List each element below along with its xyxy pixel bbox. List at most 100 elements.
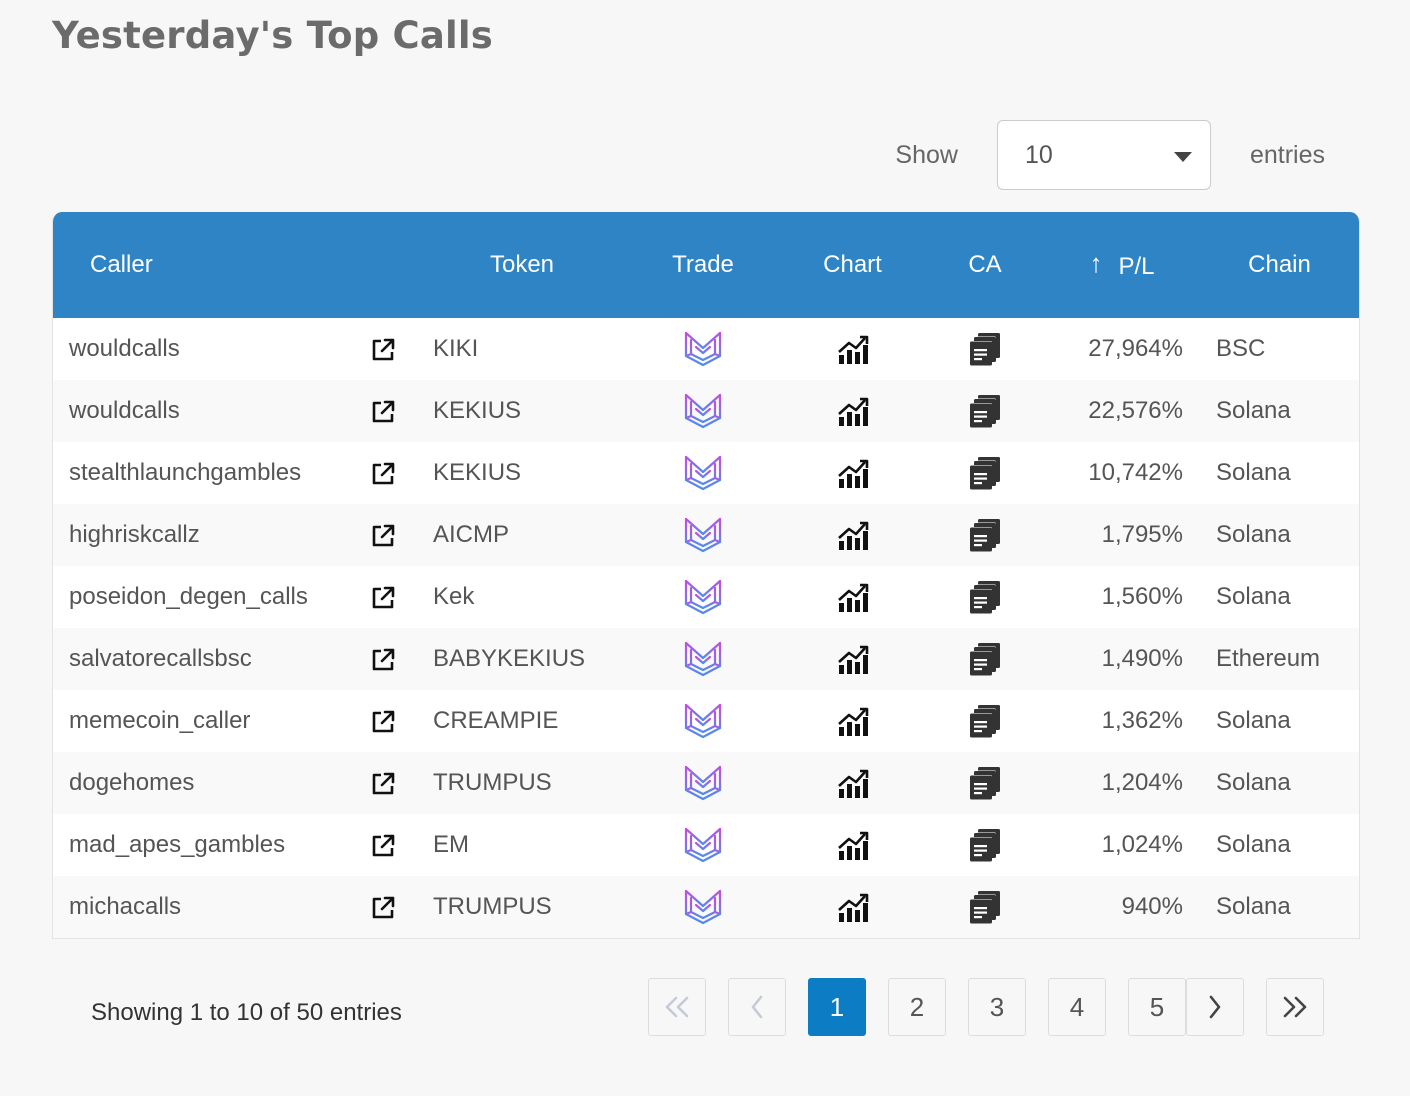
caller-name[interactable]: stealthlaunchgambles: [69, 459, 302, 486]
table-header-row: Caller Token Trade Chart CA ↑ P/L Chain: [53, 212, 1359, 318]
page-button-4[interactable]: 4: [1048, 978, 1106, 1036]
token-name: Kek: [433, 583, 475, 610]
pl-value: 1,204%: [1101, 769, 1183, 796]
chain-name: Solana: [1216, 769, 1291, 796]
chart-icon[interactable]: [836, 829, 870, 861]
copy-icon[interactable]: [968, 704, 1002, 738]
chevron-right-icon: [1209, 995, 1221, 1019]
external-link-icon[interactable]: [370, 461, 396, 487]
trade-logo-icon[interactable]: [683, 330, 723, 368]
header-pl[interactable]: ↑ P/L: [1044, 212, 1200, 318]
external-link-icon[interactable]: [370, 647, 396, 673]
table-row: salvatorecallsbsc BABYKEKIUS 1,490% Ethereu…: [53, 628, 1359, 690]
show-label: Show: [895, 140, 958, 169]
chart-icon[interactable]: [836, 457, 870, 489]
header-chart[interactable]: Chart: [823, 251, 882, 278]
trade-logo-icon[interactable]: [683, 516, 723, 554]
chart-icon[interactable]: [836, 333, 870, 365]
caller-name[interactable]: poseidon_degen_calls: [69, 583, 308, 610]
trade-logo-icon[interactable]: [683, 826, 723, 864]
chevron-left-icon: [751, 995, 763, 1019]
trade-logo-icon[interactable]: [683, 764, 723, 802]
table-row: dogehomes TRUMPUS 1,204% Solana: [53, 752, 1359, 814]
chart-icon[interactable]: [836, 395, 870, 427]
token-name: TRUMPUS: [433, 769, 552, 796]
external-link-icon[interactable]: [370, 709, 396, 735]
header-trade[interactable]: Trade: [672, 251, 734, 278]
pl-value: 22,576%: [1088, 397, 1183, 424]
copy-icon[interactable]: [968, 394, 1002, 428]
external-link-icon[interactable]: [370, 771, 396, 797]
entries-per-page-select[interactable]: 10: [996, 120, 1211, 190]
chart-icon[interactable]: [836, 519, 870, 551]
first-page-button[interactable]: [648, 978, 706, 1036]
trade-logo-icon[interactable]: [683, 640, 723, 678]
caller-name[interactable]: dogehomes: [69, 769, 195, 796]
table-row: stealthlaunchgambles KEKIUS 10,742% Solana: [53, 442, 1359, 504]
chart-icon[interactable]: [836, 643, 870, 675]
chart-icon[interactable]: [836, 767, 870, 799]
external-link-icon[interactable]: [370, 833, 396, 859]
chain-name: Solana: [1216, 707, 1291, 734]
trade-logo-icon[interactable]: [683, 888, 723, 926]
external-link-icon[interactable]: [370, 399, 396, 425]
token-name: CREAMPIE: [433, 707, 559, 734]
caller-name[interactable]: salvatorecallsbsc: [69, 645, 252, 672]
trade-logo-icon[interactable]: [683, 578, 723, 616]
token-name: KEKIUS: [433, 459, 522, 486]
chart-icon[interactable]: [836, 581, 870, 613]
entries-length-control: Show 10 entries: [895, 120, 1325, 190]
sort-ascending-icon: ↑: [1089, 247, 1103, 278]
entries-label: entries: [1249, 140, 1325, 169]
top-calls-table: Caller Token Trade Chart CA ↑ P/L Chain w…: [52, 212, 1360, 939]
copy-icon[interactable]: [968, 456, 1002, 490]
header-chain[interactable]: Chain: [1248, 251, 1311, 278]
copy-icon[interactable]: [968, 580, 1002, 614]
table-row: wouldcalls KIKI 27,964% BSC: [53, 318, 1359, 380]
trade-logo-icon[interactable]: [683, 392, 723, 430]
page-button-5[interactable]: 5: [1128, 978, 1186, 1036]
header-ca[interactable]: CA: [968, 251, 1002, 278]
chart-icon[interactable]: [836, 705, 870, 737]
caller-name[interactable]: mad_apes_gambles: [69, 831, 286, 858]
copy-icon[interactable]: [968, 332, 1002, 366]
trade-logo-icon[interactable]: [683, 702, 723, 740]
caller-name[interactable]: wouldcalls: [69, 397, 180, 424]
caller-name[interactable]: wouldcalls: [69, 335, 180, 362]
page-button-2[interactable]: 2: [888, 978, 946, 1036]
previous-page-button[interactable]: [728, 978, 786, 1036]
caller-name[interactable]: highriskcallz: [69, 521, 200, 548]
trade-logo-icon[interactable]: [683, 454, 723, 492]
external-link-icon[interactable]: [370, 585, 396, 611]
copy-icon[interactable]: [968, 642, 1002, 676]
caller-name[interactable]: memecoin_caller: [69, 707, 251, 734]
pl-value: 1,560%: [1101, 583, 1183, 610]
caret-down-icon: [1173, 152, 1192, 162]
token-name: TRUMPUS: [433, 893, 552, 920]
copy-icon[interactable]: [968, 518, 1002, 552]
caller-name[interactable]: michacalls: [69, 893, 182, 920]
pl-value: 1,795%: [1101, 521, 1183, 548]
last-page-button[interactable]: [1266, 978, 1324, 1036]
table-info: Showing 1 to 10 of 50 entries: [91, 999, 402, 1026]
token-name: KEKIUS: [433, 397, 522, 424]
external-link-icon[interactable]: [370, 337, 396, 363]
external-link-icon[interactable]: [370, 523, 396, 549]
chain-name: Solana: [1216, 521, 1291, 548]
next-page-button[interactable]: [1186, 978, 1244, 1036]
header-caller[interactable]: Caller: [90, 251, 153, 278]
external-link-icon[interactable]: [370, 895, 396, 921]
page-button-3[interactable]: 3: [968, 978, 1026, 1036]
copy-icon[interactable]: [968, 766, 1002, 800]
table-row: memecoin_caller CREAMPIE 1,362% Solana: [53, 690, 1359, 752]
header-token[interactable]: Token: [489, 251, 555, 278]
copy-icon[interactable]: [968, 890, 1002, 924]
page-button-1[interactable]: 1: [808, 978, 866, 1036]
chart-icon[interactable]: [836, 891, 870, 923]
copy-icon[interactable]: [968, 828, 1002, 862]
pl-value: 940%: [1121, 893, 1183, 920]
pl-value: 1,024%: [1101, 831, 1183, 858]
token-name: BABYKEKIUS: [433, 645, 586, 672]
table-row: poseidon_degen_calls Kek 1,560% Solana: [53, 566, 1359, 628]
